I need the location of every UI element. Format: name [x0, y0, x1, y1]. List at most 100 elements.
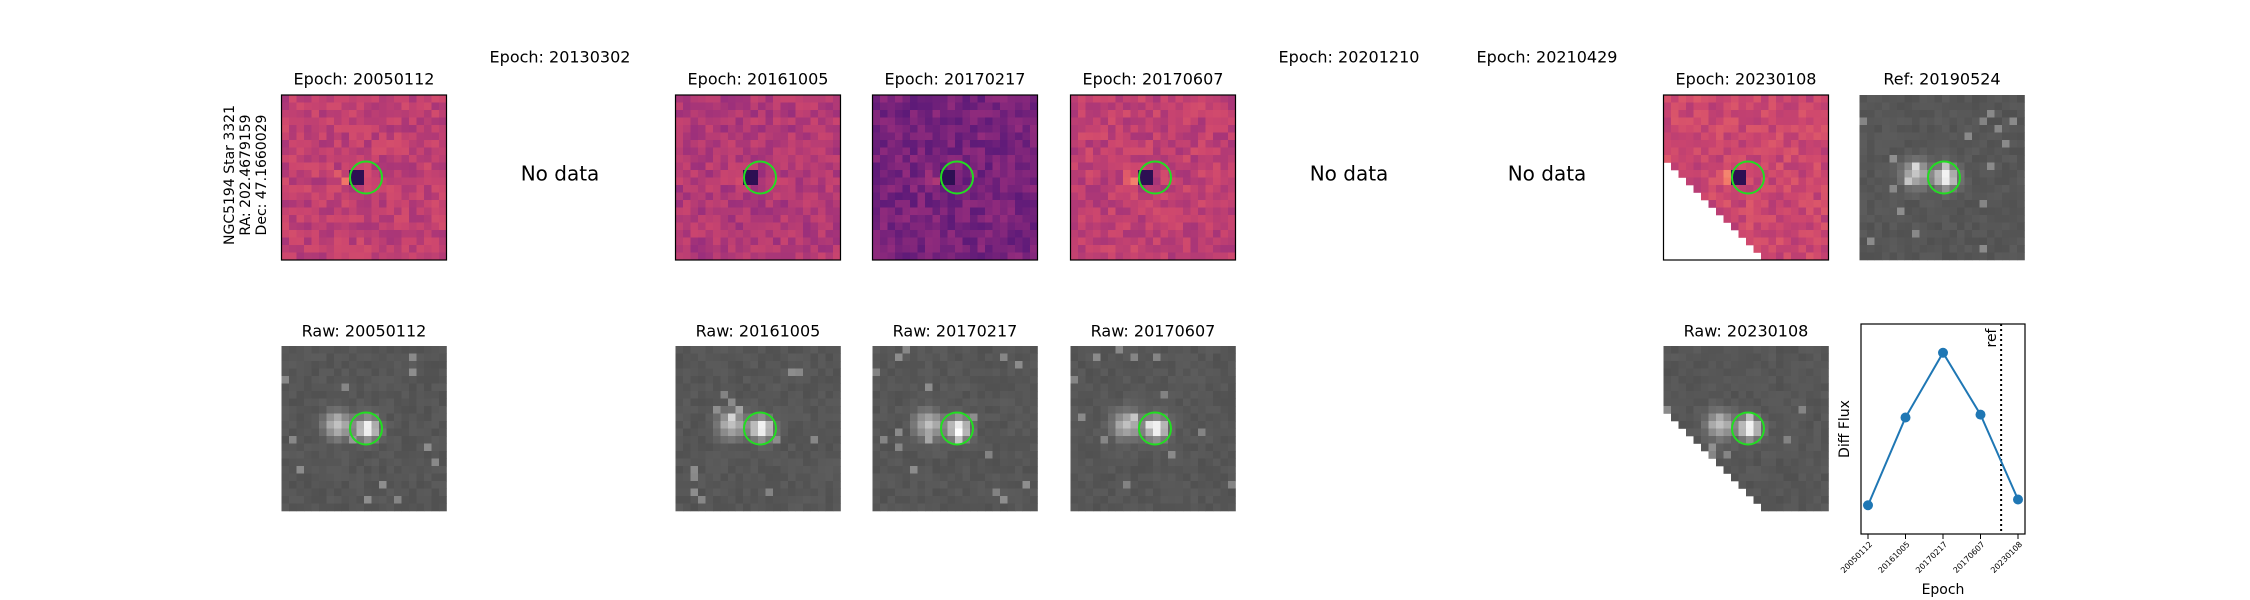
pixel: [356, 421, 365, 429]
pixel: [940, 346, 948, 354]
pixel: [728, 406, 736, 414]
pixel: [1070, 383, 1079, 392]
pixel: [1791, 117, 1799, 126]
pixel: [728, 488, 736, 497]
pixel: [386, 95, 395, 103]
pixel: [1085, 132, 1094, 141]
pixel: [735, 383, 744, 392]
pixel: [880, 170, 888, 178]
pixel: [1160, 110, 1169, 118]
pixel: [319, 200, 327, 208]
pixel: [713, 155, 721, 163]
pixel: [1228, 147, 1236, 156]
pixel: [728, 376, 736, 384]
pixel: [992, 170, 1001, 178]
pixel: [750, 117, 759, 126]
pixel: [1686, 102, 1694, 111]
pixel: [887, 481, 896, 489]
pixel: [1108, 473, 1116, 482]
pixel: [1078, 177, 1086, 186]
pixel: [379, 391, 387, 399]
pixel: [895, 200, 903, 208]
pixel: [947, 117, 956, 126]
pixel: [758, 496, 766, 504]
pixel: [713, 496, 721, 504]
pixel: [289, 222, 297, 231]
pixel: [1761, 428, 1769, 437]
pixel: [1220, 192, 1229, 201]
pixel: [1130, 215, 1139, 223]
pixel: [394, 200, 402, 208]
pixel: [1942, 140, 1950, 148]
pixel: [1093, 215, 1101, 223]
pixel: [1138, 192, 1146, 201]
pixel: [940, 383, 948, 392]
pixel: [371, 132, 380, 141]
pixel: [1919, 117, 1928, 126]
pixel: [1123, 353, 1131, 362]
pixel: [386, 132, 395, 141]
pixel: [788, 140, 796, 148]
pixel: [765, 473, 774, 482]
pixel: [683, 215, 691, 223]
pixel: [803, 466, 811, 474]
pixel: [955, 147, 963, 156]
pixel: [1957, 162, 1965, 171]
pixel: [758, 102, 766, 111]
pixel: [439, 95, 447, 103]
pixel: [1168, 421, 1176, 429]
pixel: [1798, 237, 1807, 246]
pixel: [917, 368, 926, 377]
pixel: [690, 503, 699, 512]
pixel: [1731, 102, 1739, 111]
pixel: [1183, 421, 1191, 429]
pixel: [705, 245, 714, 253]
pixel: [910, 488, 918, 497]
pixel: [1130, 140, 1139, 148]
pixel: [1964, 185, 1973, 193]
pixel: [1015, 140, 1023, 148]
pixel: [880, 368, 888, 377]
pixel: [1867, 95, 1875, 103]
pixel: [1746, 406, 1754, 414]
pixel: [1813, 353, 1822, 362]
pixel: [795, 155, 804, 163]
pixel: [1115, 222, 1124, 231]
pixel: [1708, 117, 1717, 126]
pixel: [1746, 353, 1754, 362]
pixel: [1716, 207, 1724, 216]
pixel: [683, 222, 691, 231]
pixel: [1783, 383, 1792, 392]
pixel: [379, 125, 387, 133]
pixel: [713, 245, 721, 253]
pixel: [1175, 383, 1184, 392]
pixel: [1078, 185, 1086, 193]
pixel: [1015, 421, 1023, 429]
pixel: [1000, 177, 1008, 186]
pixel: [728, 413, 736, 422]
pixel: [341, 155, 350, 163]
pixel: [326, 162, 335, 171]
pixel: [743, 413, 751, 422]
pixel: [1716, 192, 1724, 201]
pixel: [319, 496, 327, 504]
pixel: [439, 147, 447, 156]
pixel: [1783, 102, 1792, 111]
pixel: [1183, 428, 1191, 437]
pixel: [795, 237, 804, 246]
pixel: [334, 245, 342, 253]
pixel: [1030, 215, 1038, 223]
pixel: [773, 200, 781, 208]
pixel: [1693, 162, 1702, 171]
pixel: [1746, 443, 1754, 452]
pixel: [932, 147, 941, 156]
pixel: [1897, 117, 1905, 126]
pixel: [977, 207, 986, 216]
pixel: [1093, 185, 1101, 193]
pixel: [1138, 237, 1146, 246]
pixel: [1022, 488, 1031, 497]
pixel: [1813, 481, 1822, 489]
pixel: [818, 117, 826, 126]
pixel: [1798, 252, 1807, 261]
pixel: [1183, 443, 1191, 452]
